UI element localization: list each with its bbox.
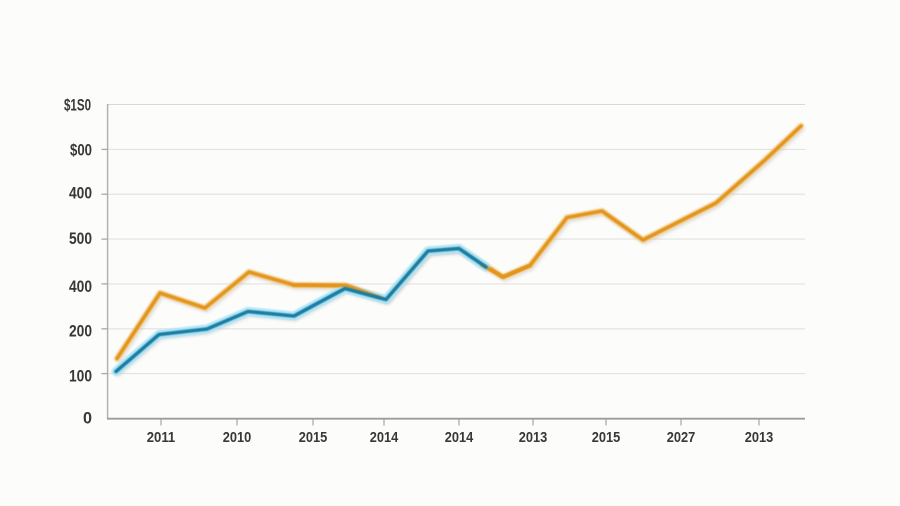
svg-text:500: 500	[69, 230, 92, 248]
svg-text:2011: 2011	[147, 430, 176, 446]
svg-text:$1S0: $1S0	[64, 97, 91, 115]
svg-text:400: 400	[69, 185, 92, 203]
svg-text:2013: 2013	[745, 430, 774, 446]
svg-text:2015: 2015	[592, 430, 621, 446]
svg-text:0: 0	[83, 410, 92, 428]
svg-text:100: 100	[69, 368, 92, 386]
svg-text:2013: 2013	[519, 430, 548, 446]
svg-text:2010: 2010	[223, 430, 252, 446]
svg-text:2027: 2027	[667, 430, 696, 446]
svg-text:2014: 2014	[445, 430, 474, 446]
svg-text:2014: 2014	[370, 430, 399, 446]
svg-text:2015: 2015	[299, 430, 328, 446]
svg-text:200: 200	[69, 323, 92, 341]
svg-text:400: 400	[69, 278, 92, 296]
svg-text:$00: $00	[70, 142, 92, 160]
